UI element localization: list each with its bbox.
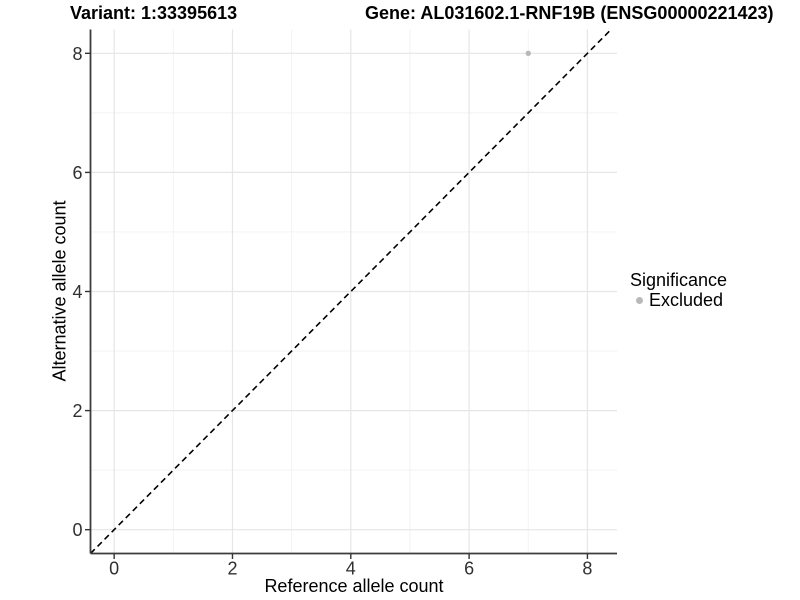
x-tick-label: 2 [227,559,237,579]
y-tick-label: 8 [72,44,82,64]
data-point [525,50,531,57]
x-tick-label: 4 [346,559,356,579]
x-tick-label: 6 [464,559,474,579]
y-tick-label: 4 [72,282,82,302]
legend: Significance Excluded [630,271,727,310]
y-tick-label: 0 [72,520,82,540]
legend-title: Significance [630,270,728,290]
y-tick-label: 6 [72,163,82,183]
x-axis-title: Reference allele count [264,576,444,596]
legend-item-label: Excluded [649,290,724,310]
x-tick-label: 0 [109,559,119,579]
excluded-point-icon [636,297,643,304]
gene-title: Gene: AL031602.1-RNF19B (ENSG00000221423… [365,3,774,23]
x-tick-label: 8 [582,559,592,579]
identity-line [89,28,612,555]
y-axis-title: Alternative allele count [49,200,70,382]
y-tick-label: 2 [72,401,82,421]
variant-title: Variant: 1:33395613 [70,3,238,23]
legend-item-excluded: Excluded [630,291,727,310]
